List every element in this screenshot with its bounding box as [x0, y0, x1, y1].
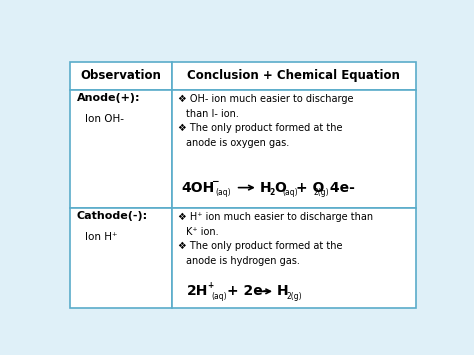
Text: (aq): (aq): [282, 188, 298, 197]
Text: −: −: [211, 177, 219, 186]
Text: H: H: [260, 181, 272, 195]
Text: + 2e-: + 2e-: [227, 284, 268, 298]
Text: 4e-: 4e-: [325, 181, 355, 195]
Text: 2(g): 2(g): [287, 292, 302, 301]
Text: ❖ H⁺ ion much easier to discharge than: ❖ H⁺ ion much easier to discharge than: [178, 212, 373, 222]
Text: anode is oxygen gas.: anode is oxygen gas.: [186, 138, 289, 148]
Text: (aq): (aq): [211, 292, 227, 301]
Text: O: O: [274, 181, 286, 195]
Text: 4OH: 4OH: [182, 181, 215, 195]
Text: ❖ OH- ion much easier to discharge: ❖ OH- ion much easier to discharge: [178, 94, 353, 104]
Text: Cathode(-):: Cathode(-):: [77, 211, 148, 222]
Bar: [172, 208, 416, 308]
Text: K⁺ ion.: K⁺ ion.: [186, 227, 219, 237]
Text: 2H: 2H: [187, 284, 208, 298]
Text: Anode(+):: Anode(+):: [77, 93, 140, 103]
Bar: [172, 62, 416, 90]
Text: 2(g): 2(g): [313, 188, 329, 197]
Text: ❖ The only product formed at the: ❖ The only product formed at the: [178, 241, 342, 251]
Text: 2: 2: [270, 188, 275, 197]
Text: Ion OH-: Ion OH-: [85, 114, 124, 124]
Text: anode is hydrogen gas.: anode is hydrogen gas.: [186, 256, 300, 266]
Text: H: H: [277, 284, 289, 298]
Text: + O: + O: [296, 181, 324, 195]
Bar: [70, 208, 172, 308]
Text: Conclusion + Chemical Equation: Conclusion + Chemical Equation: [187, 69, 401, 82]
Bar: [70, 62, 172, 90]
Text: Observation: Observation: [81, 69, 162, 82]
Text: than I- ion.: than I- ion.: [186, 109, 238, 119]
Text: ❖ The only product formed at the: ❖ The only product formed at the: [178, 123, 342, 133]
Bar: [172, 90, 416, 208]
Bar: [70, 90, 172, 208]
Text: Ion H⁺: Ion H⁺: [85, 232, 118, 242]
Text: (aq): (aq): [216, 188, 231, 197]
Text: +: +: [207, 281, 213, 290]
